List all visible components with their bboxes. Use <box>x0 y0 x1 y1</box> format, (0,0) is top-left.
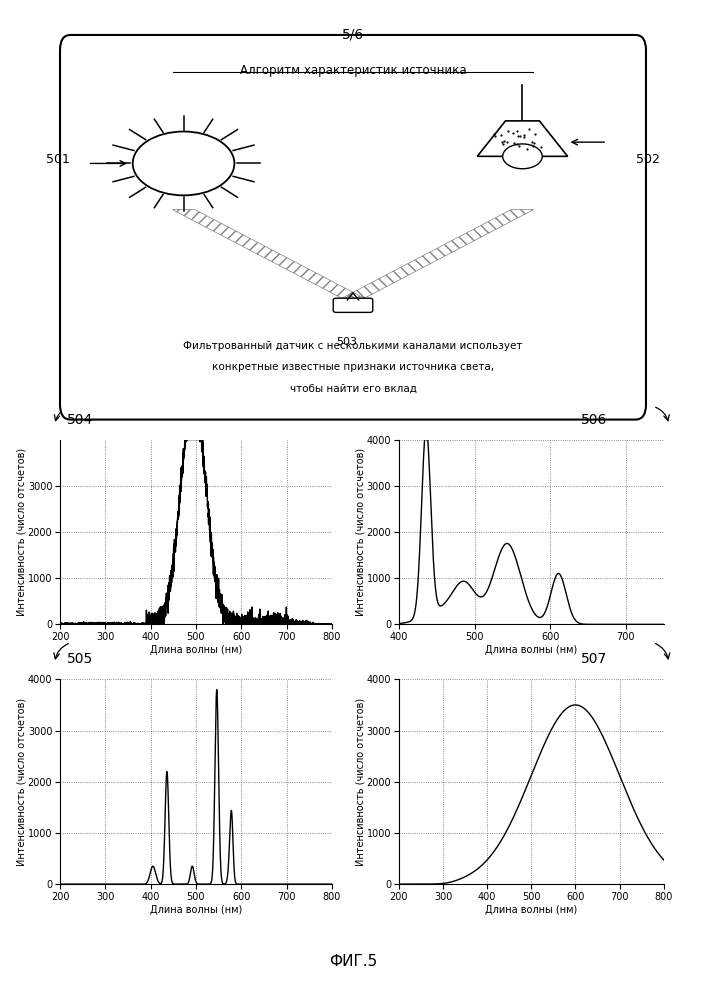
Y-axis label: Интенсивность (число отсчетов): Интенсивность (число отсчетов) <box>16 697 26 866</box>
Circle shape <box>133 132 234 196</box>
FancyBboxPatch shape <box>333 298 373 313</box>
Polygon shape <box>477 121 568 156</box>
Text: чтобы найти его вклад: чтобы найти его вклад <box>289 384 417 394</box>
X-axis label: Длина волны (нм): Длина волны (нм) <box>150 644 242 654</box>
Text: 507: 507 <box>581 652 607 666</box>
Text: Алгоритм характеристик источника: Алгоритм характеристик источника <box>240 64 466 77</box>
X-axis label: Длина волны (нм): Длина волны (нм) <box>150 904 242 914</box>
Text: 501: 501 <box>46 153 70 167</box>
Text: 505: 505 <box>67 652 93 666</box>
Text: ФИГ.5: ФИГ.5 <box>329 953 377 969</box>
Text: 506: 506 <box>581 413 607 427</box>
Text: 503: 503 <box>336 338 357 348</box>
Y-axis label: Интенсивность (число отсчетов): Интенсивность (число отсчетов) <box>355 697 365 866</box>
X-axis label: Длина волны (нм): Длина волны (нм) <box>485 904 578 914</box>
Y-axis label: Интенсивность (число отсчетов): Интенсивность (число отсчетов) <box>355 448 365 616</box>
Text: 5/6: 5/6 <box>342 28 364 42</box>
X-axis label: Длина волны (нм): Длина волны (нм) <box>485 644 578 654</box>
Text: 502: 502 <box>636 153 660 167</box>
Text: Фильтрованный датчик с несколькими каналами использует: Фильтрованный датчик с несколькими канал… <box>184 341 522 351</box>
Text: 504: 504 <box>67 413 93 427</box>
Circle shape <box>503 144 542 169</box>
Text: конкретные известные признаки источника света,: конкретные известные признаки источника … <box>212 362 494 372</box>
Y-axis label: Интенсивность (число отсчетов): Интенсивность (число отсчетов) <box>16 448 26 616</box>
